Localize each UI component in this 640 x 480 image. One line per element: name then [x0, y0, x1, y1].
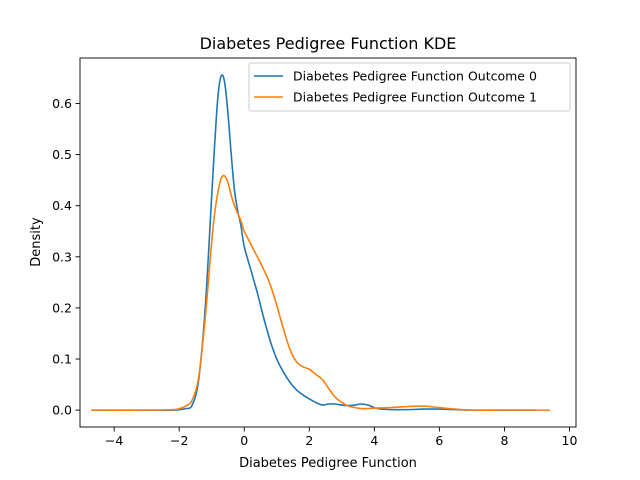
y-tick-label: 0.5: [52, 147, 72, 162]
y-tick-label: 0.6: [52, 96, 72, 111]
y-axis-label: Density: [29, 217, 44, 267]
series-line-outcome-1: [91, 174, 550, 412]
plot-frame: [79, 57, 577, 428]
legend: Diabetes Pedigree Function Outcome 0 Dia…: [248, 62, 571, 112]
x-tick-label: 6: [435, 433, 443, 448]
series-line-outcome-0: [91, 74, 537, 411]
x-tick-label: 2: [305, 433, 313, 448]
x-axis-ticks: −4 −2 0 2 4 6 8 10: [105, 427, 578, 448]
y-tick-label: 0.0: [52, 403, 72, 418]
chart-title: Diabetes Pedigree Function KDE: [200, 34, 457, 53]
y-tick-label: 0.3: [52, 249, 72, 264]
y-tick-label: 0.2: [52, 300, 72, 315]
x-tick-label: −2: [170, 433, 188, 448]
x-tick-label: 10: [562, 433, 578, 448]
x-tick-label: 4: [370, 433, 378, 448]
x-tick-label: 8: [500, 433, 508, 448]
y-axis-ticks: 0.0 0.1 0.2 0.3 0.4 0.5 0.6: [52, 96, 80, 418]
legend-label-outcome-0: Diabetes Pedigree Function Outcome 0: [293, 69, 537, 84]
legend-box: [248, 62, 571, 112]
legend-label-outcome-1: Diabetes Pedigree Function Outcome 1: [293, 90, 537, 105]
x-tick-label: −4: [105, 433, 123, 448]
x-tick-label: 0: [240, 433, 248, 448]
y-tick-label: 0.1: [52, 352, 72, 367]
y-tick-label: 0.4: [52, 198, 72, 213]
series-lines: [91, 74, 550, 412]
x-axis-label: Diabetes Pedigree Function: [239, 456, 417, 471]
